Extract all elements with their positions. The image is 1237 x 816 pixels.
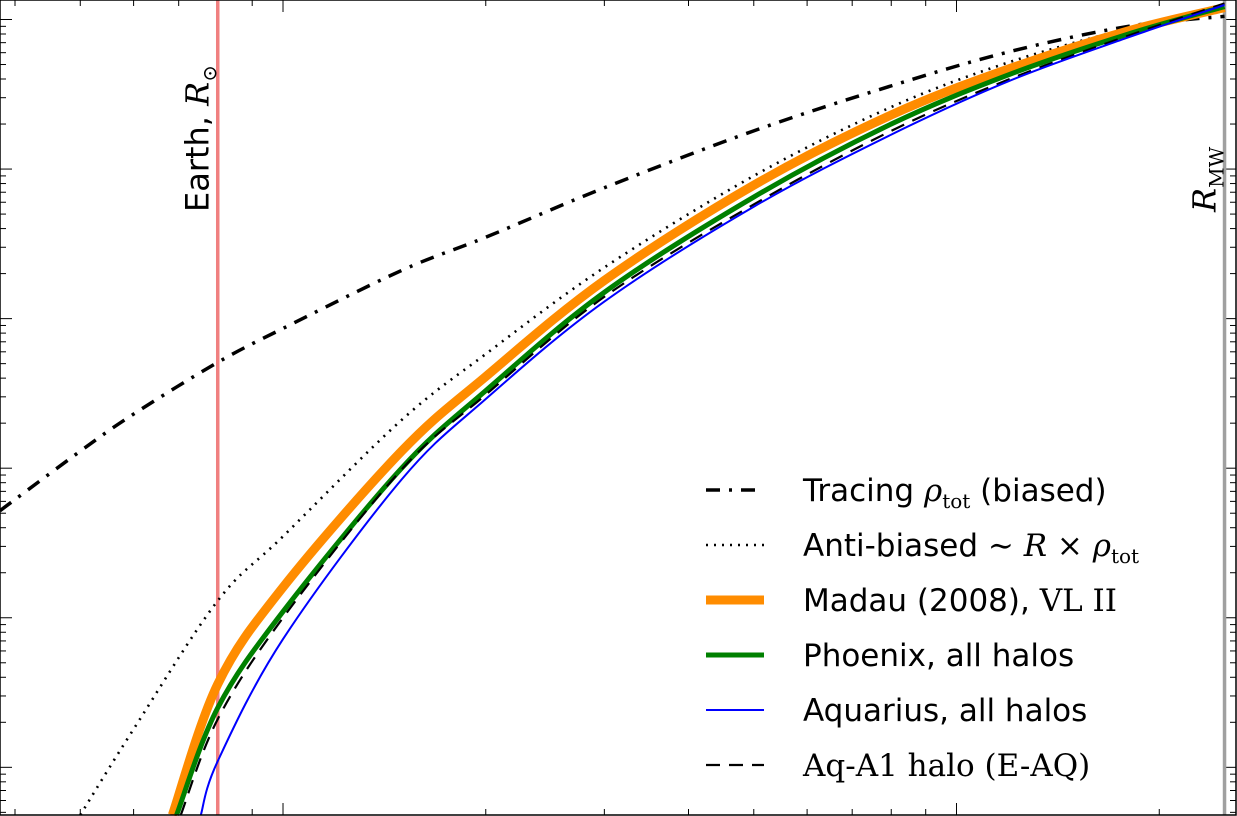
legend-label-0: Tracing ρtot (biased): [802, 473, 1107, 513]
legend-label-3: Phoenix, all halos: [803, 638, 1074, 674]
vline-label-0: Earth, R⊙: [179, 65, 222, 212]
series-line-0: [0, 14, 1225, 513]
series-line-3: [174, 4, 1226, 816]
vline-label-1: RMW: [1186, 146, 1229, 213]
series-line-2: [168, 3, 1226, 816]
legend-label-4: Aquarius, all halos: [803, 693, 1087, 729]
series-line-4: [199, 4, 1225, 816]
series-line-1: [79, 6, 1225, 816]
legend-label-2: Madau (2008), VL II: [803, 583, 1117, 619]
reference-line-labels: Earth, R⊙ RMW: [179, 65, 1229, 213]
legend-label-1: Anti-biased ∼ R × ρtot: [803, 528, 1139, 568]
series-line-5: [179, 2, 1225, 816]
legend-label-5: Aq-A1 halo (E-AQ): [802, 748, 1090, 784]
legend: Tracing ρtot (biased) Anti-biased ∼ R × ρ…: [706, 473, 1139, 784]
